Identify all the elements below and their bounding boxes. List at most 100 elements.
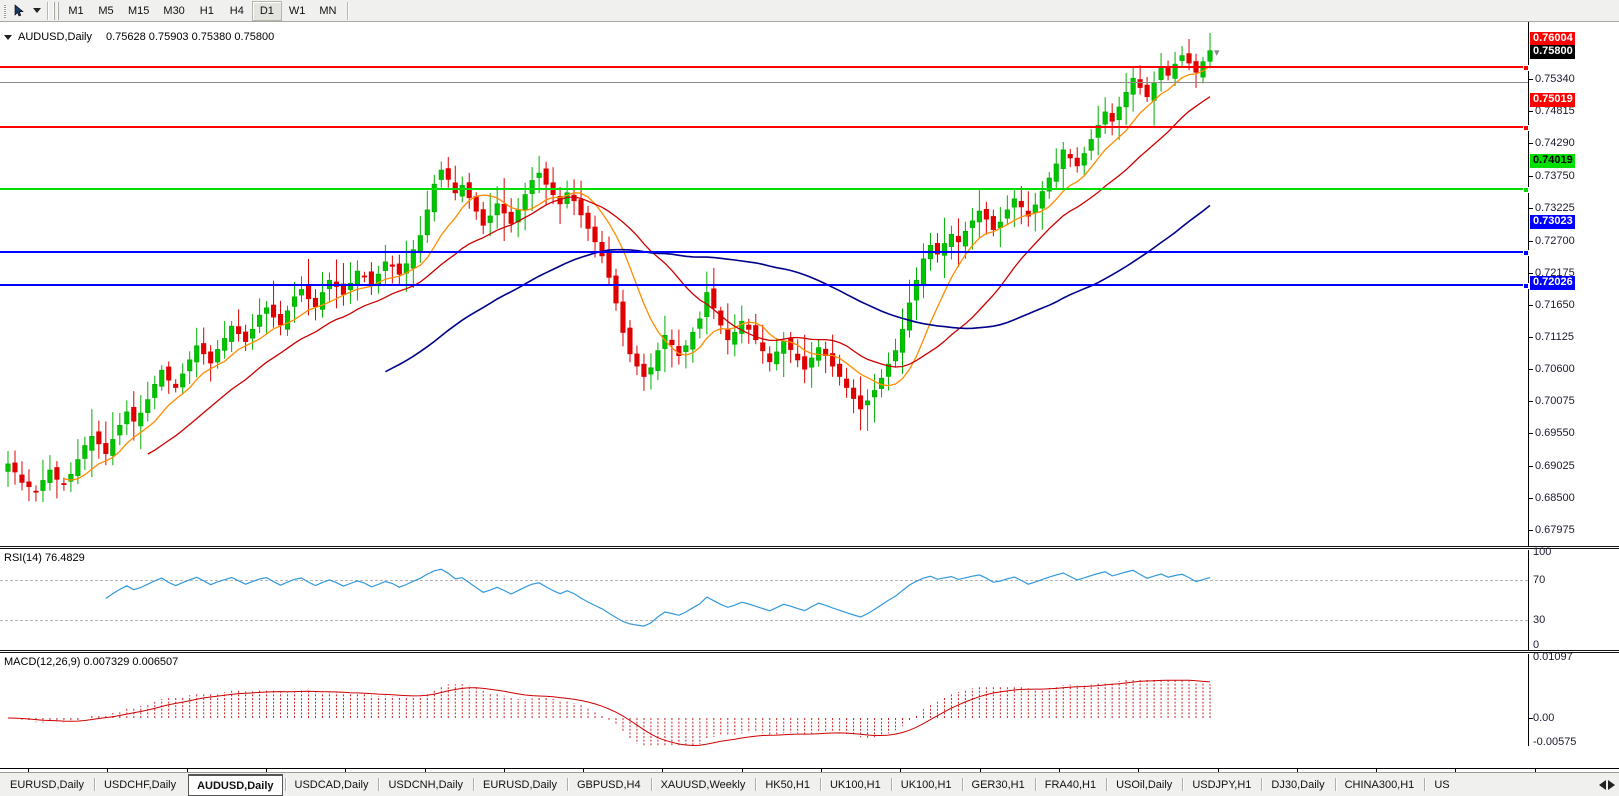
symbol-tab-eurusd-daily[interactable]: EURUSD,Daily: [473, 773, 567, 796]
price-tag-073023[interactable]: 0.73023: [1530, 214, 1575, 229]
price-tick-label: 0.74290: [1535, 137, 1575, 150]
rsi-level-30: [0, 620, 1528, 621]
resistance-line-76004[interactable]: [0, 65, 1529, 71]
time-tick: [979, 769, 981, 772]
macd-tick-label: 0.01097: [1533, 651, 1573, 663]
time-tick: [1376, 769, 1378, 772]
symbol-tab-uk100-h1[interactable]: UK100,H1: [819, 773, 891, 796]
timeframe-button-m15[interactable]: M15: [128, 4, 150, 17]
resistance-line-75019[interactable]: [0, 125, 1529, 131]
symbol-tab-usdchf-daily[interactable]: USDCHF,Daily: [93, 773, 186, 796]
toolbar-grip[interactable]: [53, 1, 61, 20]
price-tick: [1529, 401, 1533, 403]
symbol-tab-xauusd-weekly[interactable]: XAUUSD,Weekly: [650, 773, 756, 796]
chevron-down-icon[interactable]: [30, 1, 44, 21]
symbol-tab-china300-h1[interactable]: CHINA300,H1: [1334, 773, 1425, 796]
symbol-tab-dj30-daily[interactable]: DJ30,Daily: [1261, 773, 1334, 796]
symbol-tab-usoil-daily[interactable]: USOil,Daily: [1106, 773, 1182, 796]
symbol-tab-usdcad-daily[interactable]: USDCAD,Daily: [284, 773, 379, 796]
macd-axis-line: [1528, 654, 1529, 746]
scroll-left-icon[interactable]: [1599, 779, 1606, 790]
price-tick-label: 0.75340: [1535, 72, 1575, 85]
timeframe-button-h1[interactable]: H1: [199, 4, 214, 17]
price-tick-label: 0.70075: [1535, 395, 1575, 408]
symbol-tab-gbpusd-h4[interactable]: GBPUSD,H4: [567, 773, 651, 796]
price-tick-label: 0.70600: [1535, 363, 1575, 376]
pane-separator-1[interactable]: [0, 546, 1619, 549]
symbol-tab-audusd-daily[interactable]: AUDUSD,Daily: [188, 774, 283, 796]
macd-plot: [7, 678, 1211, 746]
time-tick: [1217, 769, 1219, 772]
macd-tick-label: -0.00575: [1533, 736, 1577, 748]
time-tick: [821, 769, 822, 772]
macd-label: MACD(12,26,9) 0.007329 0.006507: [4, 656, 179, 668]
macd-tick: [1529, 718, 1533, 719]
timeframe-button-w1[interactable]: W1: [288, 4, 306, 17]
time-tick: [1455, 769, 1457, 772]
price-plot: [5, 33, 1213, 503]
timeframe-button-m1[interactable]: M1: [68, 4, 84, 17]
pane-separator-2[interactable]: [0, 650, 1619, 653]
rsi-axis-line: [1528, 550, 1529, 650]
tab-scroll-controls[interactable]: [1599, 773, 1619, 796]
symbol-tab-fra40-h1[interactable]: FRA40,H1: [1034, 773, 1106, 796]
price-tick: [1529, 465, 1533, 467]
price-tag-072026[interactable]: 0.72026: [1530, 275, 1575, 290]
price-tick: [1529, 78, 1533, 80]
symbol-tab-us[interactable]: US: [1424, 773, 1459, 796]
time-tick: [900, 769, 902, 772]
time-tick: [1058, 769, 1060, 772]
price-tick: [1529, 529, 1533, 531]
price-tick-label: 0.69025: [1535, 459, 1575, 472]
toolbar-drag-handle[interactable]: [0, 1, 10, 21]
timeframe-button-d1[interactable]: D1: [251, 0, 282, 21]
rsi-level-70: [0, 580, 1528, 581]
time-tick: [741, 769, 743, 772]
price-tick: [1529, 272, 1533, 274]
symbol-tab-usdjpy-h1[interactable]: USDJPY,H1: [1182, 773, 1261, 796]
chevron-down-icon[interactable]: [4, 34, 12, 40]
price-tag-076004[interactable]: 0.76004: [1530, 32, 1575, 47]
price-pane[interactable]: ▾ AUDUSD,Daily 0.75628 0.75903 0.75380 0…: [0, 22, 1619, 546]
rsi-tick-label: 100: [1533, 546, 1552, 558]
time-tick: [345, 769, 347, 772]
price-tick-label: 0.73750: [1535, 170, 1575, 183]
cursor-arrow-icon[interactable]: [10, 1, 30, 21]
rsi-tick-label: 0: [1533, 639, 1540, 651]
price-tick-label: 0.72700: [1535, 234, 1575, 247]
price-tag-075019[interactable]: 0.75019: [1530, 92, 1575, 107]
price-tick-label: 0.73225: [1535, 202, 1575, 215]
timeframe-button-mn[interactable]: MN: [319, 4, 337, 17]
rsi-plot: [105, 568, 1211, 627]
symbol-tab-bar[interactable]: EURUSD,Daily USDCHF,Daily AUDUSD,Daily USDC…: [0, 772, 1619, 796]
time-tick: [1296, 769, 1298, 772]
time-tick: [28, 769, 29, 772]
chart-symbol-period: AUDUSD,Daily: [18, 31, 92, 43]
timeframe-button-m30[interactable]: M30: [163, 4, 185, 17]
macd-pane[interactable]: MACD(12,26,9) 0.007329 0.006507 0.01097 0…: [0, 651, 1619, 748]
crosshair-marker: ▾: [1214, 47, 1220, 59]
price-tick: [1529, 336, 1533, 338]
price-tag-075800[interactable]: 0.75800: [1530, 44, 1575, 59]
scroll-right-icon[interactable]: [1608, 779, 1615, 790]
symbol-tab-usdcnh-daily[interactable]: USDCNH,Daily: [378, 773, 473, 796]
time-tick: [583, 769, 585, 772]
support-line-72026[interactable]: [0, 283, 1529, 289]
rsi-pane[interactable]: RSI(14) 76.4829 100 70 30 0: [0, 546, 1619, 651]
main-toolbar: M1 M5 M15 M30 H1 H4 D1 W1 MN: [0, 0, 1619, 22]
symbol-tab-hk50-h1[interactable]: HK50,H1: [755, 773, 820, 796]
price-tick-label: 0.68500: [1535, 491, 1575, 504]
symbol-tab-ger30-h1[interactable]: GER30,H1: [961, 773, 1035, 796]
price-tag-074019[interactable]: 0.74019: [1530, 153, 1575, 168]
chart-container[interactable]: ▾ AUDUSD,Daily 0.75628 0.75903 0.75380 0…: [0, 22, 1619, 794]
toolbar-divider-2: [347, 1, 349, 20]
support-line-73023[interactable]: [0, 250, 1529, 256]
rsi-tick-label: 70: [1533, 574, 1546, 586]
symbol-tab-uk100-h1[interactable]: UK100,H1: [890, 773, 962, 796]
timeframe-button-h4[interactable]: H4: [229, 4, 244, 17]
support-line-74019[interactable]: [0, 187, 1529, 193]
symbol-tab-eurusd-daily[interactable]: EURUSD,Daily: [10, 778, 84, 791]
timeframe-button-m5[interactable]: M5: [98, 4, 114, 17]
price-tick: [1529, 176, 1533, 178]
rsi-label: RSI(14) 76.4829: [4, 552, 85, 564]
